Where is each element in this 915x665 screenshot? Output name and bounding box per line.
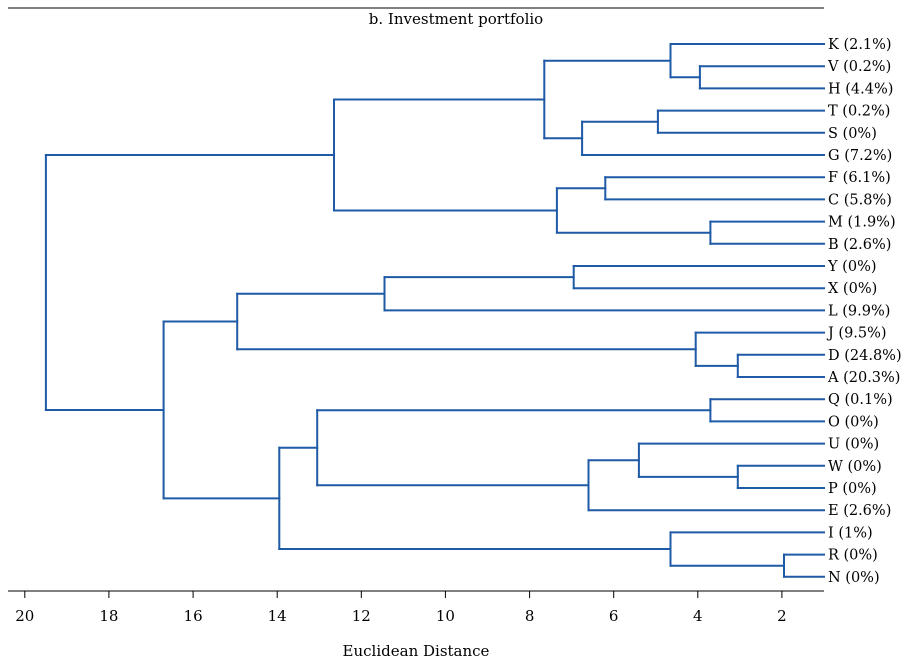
dendrogram-links — [44, 43, 825, 578]
x-tick-label-16: 16 — [184, 607, 203, 625]
x-tick-label-10: 10 — [436, 607, 455, 625]
leaf-label-p: P (0%) — [828, 481, 877, 497]
leaf-label-w: W (0%) — [828, 459, 882, 475]
leaf-label-f: F (6.1%) — [828, 170, 891, 186]
leaf-label-u: U (0%) — [828, 437, 879, 453]
leaf-label-s: S (0%) — [828, 126, 877, 142]
leaf-label-m: M (1.9%) — [828, 215, 896, 231]
leaf-label-a: A (20.3%) — [827, 370, 900, 386]
x-tick-label-2: 2 — [777, 607, 787, 625]
leaf-label-d: D (24.8%) — [828, 348, 902, 364]
leaf-label-i: I (1%) — [828, 525, 873, 541]
x-tick-label-6: 6 — [609, 607, 619, 625]
leaf-label-t: T (0.2%) — [828, 104, 890, 120]
leaf-label-c: C (5.8%) — [828, 192, 892, 208]
x-axis-label: Euclidean Distance — [343, 642, 490, 660]
leaf-label-l: L (9.9%) — [828, 303, 890, 319]
leaf-label-e: E (2.6%) — [828, 503, 891, 519]
leaf-label-o: O (0%) — [828, 414, 879, 430]
leaf-label-q: Q (0.1%) — [828, 392, 893, 408]
x-tick-label-14: 14 — [268, 607, 287, 625]
leaf-label-b: B (2.6%) — [828, 237, 891, 253]
chart-title: b. Investment portfolio — [369, 10, 543, 28]
x-tick-label-4: 4 — [693, 607, 703, 625]
leaf-label-h: H (4.4%) — [828, 81, 893, 97]
leaf-label-r: R (0%) — [828, 548, 878, 564]
leaf-label-y: Y (0%) — [827, 259, 877, 275]
leaf-labels: K (2.1%) V (0.2%) H (4.4%) T (0.2%) S (0%) G … — [826, 37, 902, 586]
leaf-label-x: X (0%) — [828, 281, 877, 297]
leaf-label-g: G (7.2%) — [828, 148, 892, 164]
leaf-label-k: K (2.1%) — [828, 37, 892, 53]
leaf-label-j: J (9.5%) — [826, 326, 887, 342]
x-tick-label-8: 8 — [525, 607, 535, 625]
leaf-label-n: N (0%) — [828, 570, 880, 586]
x-tick-label-18: 18 — [99, 607, 118, 625]
x-tick-label-20: 20 — [15, 607, 34, 625]
x-axis-ticks: 20 18 16 14 12 10 8 6 4 2 — [15, 591, 787, 625]
leaf-label-v: V (0.2%) — [827, 59, 891, 75]
x-tick-label-12: 12 — [352, 607, 371, 625]
